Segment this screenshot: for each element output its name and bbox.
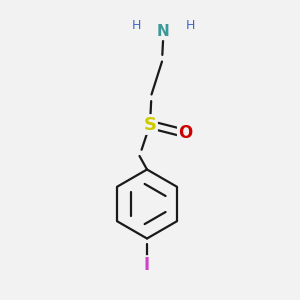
Text: H: H xyxy=(132,19,141,32)
Text: H: H xyxy=(186,19,195,32)
Text: O: O xyxy=(178,124,193,142)
Text: I: I xyxy=(144,256,150,274)
Text: S: S xyxy=(143,116,157,134)
Text: N: N xyxy=(157,24,170,39)
